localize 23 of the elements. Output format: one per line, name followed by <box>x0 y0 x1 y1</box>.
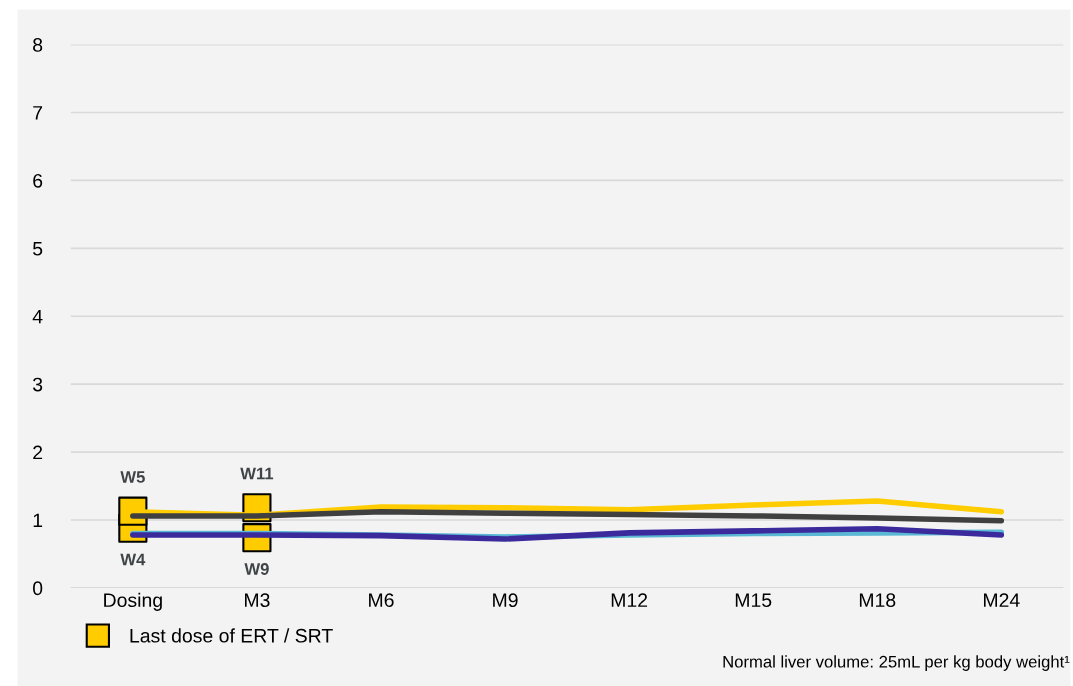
data-label: W11 <box>240 467 274 480</box>
data-label: W4 <box>120 553 146 566</box>
x-tick-label: M12 <box>611 593 648 607</box>
y-tick-label: 5 <box>33 242 43 256</box>
y-tick-label: 6 <box>33 173 43 188</box>
x-tick-label: Dosing <box>104 592 162 611</box>
x-tick-label: M18 <box>859 593 896 608</box>
y-tick-label: 3 <box>32 377 43 392</box>
y-tick-label: 8 <box>33 38 43 52</box>
data-label: W9 <box>244 563 269 575</box>
legend-label: Last dose of ERT / SRT <box>130 628 333 643</box>
x-tick-label: M24 <box>983 593 1020 607</box>
y-tick-label: 7 <box>33 106 43 120</box>
text: Normal liver volume: 25mL per kg body weight¹ <box>723 655 1070 671</box>
x-tick-label: M9 <box>493 593 518 608</box>
data-label: W5 <box>120 471 145 483</box>
x-tick-label: M15 <box>735 593 772 608</box>
x-tick-label: M6 <box>369 593 394 608</box>
y-tick-label: 2 <box>33 445 43 460</box>
x-tick-label: M3 <box>245 593 270 608</box>
y-tick-label: 0 <box>32 581 43 596</box>
y-tick-label: 1 <box>33 513 43 528</box>
y-tick-label: 4 <box>32 309 43 324</box>
